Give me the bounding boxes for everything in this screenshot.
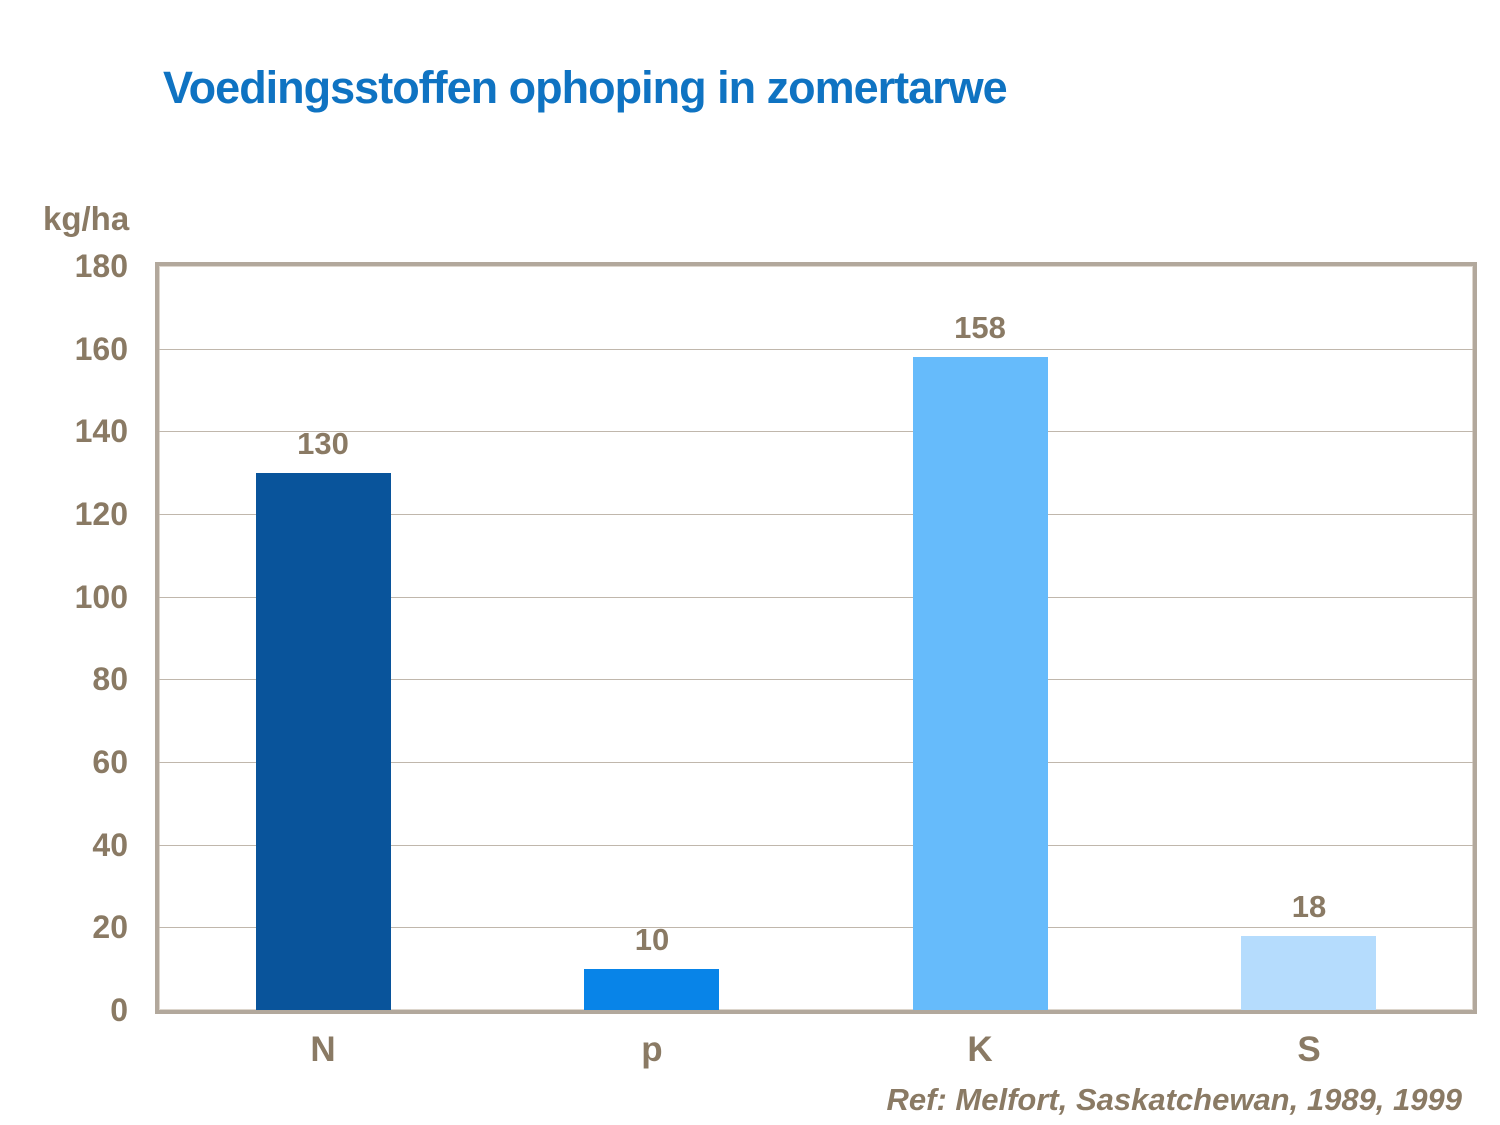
- gridline: [159, 431, 1473, 432]
- y-tick-label: 20: [92, 909, 128, 945]
- bar-N: [256, 473, 391, 1010]
- bar-S: [1241, 936, 1376, 1010]
- y-axis-unit-label: kg/ha: [43, 200, 130, 237]
- x-category-label-K: K: [967, 1030, 993, 1069]
- bar-value-label-K: 158: [954, 310, 1006, 345]
- gridline: [159, 597, 1473, 598]
- gridline: [159, 927, 1473, 928]
- chart-title: Voedingsstoffen ophoping in zomertarwe: [163, 62, 1008, 113]
- y-tick-label: 60: [92, 744, 128, 780]
- y-tick-label: 180: [74, 248, 128, 284]
- reference-note: Ref: Melfort, Saskatchewan, 1989, 1999: [886, 1082, 1462, 1117]
- bar-K: [913, 357, 1048, 1010]
- gridline: [159, 845, 1473, 846]
- x-category-label-N: N: [310, 1030, 336, 1069]
- gridline: [159, 349, 1473, 350]
- x-category-label-S: S: [1297, 1030, 1321, 1069]
- y-tick-label: 160: [74, 331, 128, 367]
- gridline: [159, 514, 1473, 515]
- y-tick-label: 80: [92, 661, 128, 697]
- bar-value-label-S: 18: [1291, 889, 1327, 924]
- y-tick-label: 100: [74, 579, 128, 615]
- gridline: [159, 679, 1473, 680]
- y-tick-label: 40: [92, 827, 128, 863]
- y-tick-label: 140: [74, 413, 128, 449]
- y-tick-label: 120: [74, 496, 128, 532]
- plot-area: [155, 262, 1477, 1014]
- gridline: [159, 762, 1473, 763]
- y-tick-label: 0: [110, 992, 128, 1028]
- bar-p: [584, 969, 719, 1010]
- x-category-label-p: p: [641, 1030, 663, 1069]
- bar-value-label-p: 10: [634, 922, 670, 957]
- bar-value-label-N: 130: [297, 426, 349, 461]
